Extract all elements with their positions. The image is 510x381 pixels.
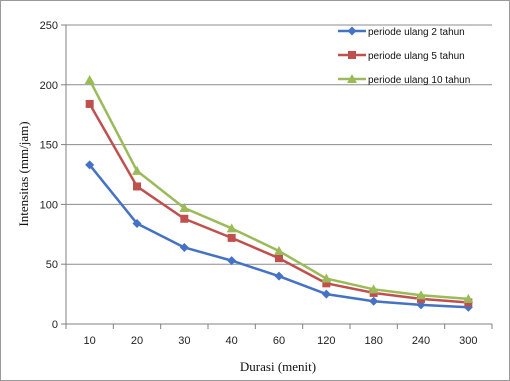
legend-label: periode ulang 2 tahun: [368, 27, 465, 38]
data-point: [85, 99, 94, 108]
data-point: [132, 165, 142, 175]
legend-marker: [347, 74, 357, 83]
series-1: [85, 160, 473, 312]
data-point: [226, 223, 237, 233]
data-point: [180, 214, 189, 223]
legend: periode ulang 2 tahun periode ulang 5 tah…: [338, 26, 470, 86]
legend-marker: [348, 51, 356, 59]
x-tick-label: 240: [412, 335, 430, 347]
x-tick-label: 60: [273, 335, 285, 347]
data-point: [85, 160, 95, 170]
data-point: [133, 182, 141, 191]
legend-label: periode ulang 10 tahun: [368, 75, 470, 86]
x-tick-label: 30: [178, 335, 190, 347]
data-point: [132, 219, 142, 229]
x-tick-label: 180: [364, 335, 382, 347]
x-tick-label: 10: [84, 335, 96, 347]
data-point: [275, 254, 283, 263]
data-point: [322, 279, 331, 288]
data-point: [227, 233, 236, 242]
legend-label: periode ulang 5 tahun: [368, 51, 465, 62]
data-point: [368, 284, 379, 294]
series-3: [84, 75, 474, 303]
data-point: [179, 202, 190, 212]
y-tick-labels: 0 50 100 150 200 250: [40, 20, 58, 331]
legend-item: periode ulang 2 tahun: [338, 26, 465, 38]
data-point: [321, 273, 332, 283]
y-tick-label: 0: [52, 319, 58, 331]
y-tick-label: 50: [46, 259, 58, 271]
data-point: [179, 242, 189, 252]
data-point: [463, 293, 474, 303]
legend-item: periode ulang 10 tahun: [338, 74, 470, 86]
data-point: [369, 296, 379, 306]
legend-item: periode ulang 5 tahun: [338, 51, 465, 62]
legend-marker: [347, 26, 357, 36]
gridlines: [66, 24, 492, 265]
x-tick-label: 300: [459, 335, 477, 347]
data-point: [274, 246, 284, 256]
y-tick-label: 250: [40, 20, 58, 32]
axes: [61, 24, 493, 329]
data-point: [274, 271, 284, 281]
data-point: [321, 289, 331, 299]
series-group: [84, 75, 474, 312]
y-axis-title: Intensitas (mm/jam): [16, 121, 31, 226]
y-tick-label: 200: [40, 80, 58, 92]
y-tick-label: 100: [40, 199, 58, 211]
y-tick-label: 150: [40, 140, 58, 152]
x-tick-labels: 10 20 30 40 60 120 180 240 300: [84, 335, 478, 347]
x-tick-label: 120: [317, 335, 335, 347]
data-point: [416, 290, 426, 300]
x-axis-title: Durasi (menit): [240, 359, 316, 374]
data-point: [84, 75, 95, 85]
x-tick-label: 20: [131, 335, 143, 347]
x-tick-label: 40: [226, 335, 238, 347]
data-point: [227, 256, 237, 266]
